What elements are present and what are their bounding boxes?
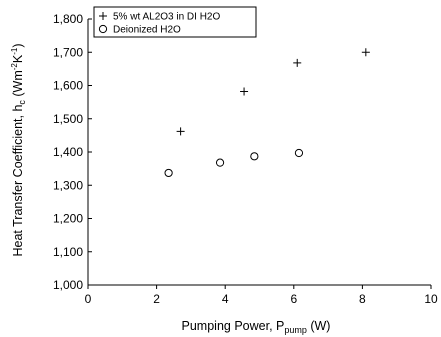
x-axis-label-unit: (W): [307, 319, 331, 333]
deionized-data-point: [215, 158, 225, 167]
y-tick-label: 1,700: [53, 45, 83, 59]
x-axis-label-sub: pump: [284, 325, 307, 335]
x-tick-label: 6: [290, 292, 297, 306]
x-tick-label: 2: [153, 292, 160, 306]
y-axis-label-sup1: -2: [10, 63, 19, 71]
y-tick-label: 1,800: [53, 12, 83, 26]
y-axis-label-unit-pre: (Wm: [11, 70, 25, 100]
x-axis-label: Pumping Power, Ppump (W): [182, 319, 331, 335]
y-tick-label: 1,600: [53, 79, 83, 93]
y-axis-label-mid: K: [11, 54, 25, 63]
alumina-data-point: [361, 48, 370, 57]
legend-label: Deionized H2O: [113, 25, 181, 36]
y-axis-label-unit-post: ): [11, 43, 25, 47]
x-tick-label: 0: [85, 292, 92, 306]
legend-marker: [99, 12, 107, 20]
y-tick-label: 1,100: [53, 245, 83, 259]
legend-label: 5% wt AL2O3 in DI H2O: [113, 12, 220, 23]
y-axis-label-main: Heat Transfer Coefficient, h: [11, 105, 25, 257]
deionized-data-point: [164, 168, 173, 178]
x-axis-label-main: Pumping Power, P: [182, 319, 285, 333]
alumina-data-point: [176, 127, 185, 136]
x-tick-label: 4: [222, 292, 229, 306]
deionized-data-point: [250, 152, 259, 161]
legend-marker: [98, 24, 108, 34]
y-tick-label: 1,500: [53, 112, 83, 126]
legend: 5% wt AL2O3 in DI H2O Deionized H2O: [93, 6, 257, 38]
alumina-data-point: [240, 87, 249, 96]
ticks: 0 2 4 6 8 10 1,000 1,100 1,200 1,300 1,400 1,500 1,6…: [53, 12, 438, 306]
y-axis-label: Heat Transfer Coefficient, hc (Wm-2K-1): [10, 43, 27, 256]
y-axis-label-sub: c: [17, 100, 27, 105]
legend-box: [93, 6, 257, 38]
y-tick-label: 1,400: [53, 145, 83, 159]
x-tick-label: 10: [424, 292, 438, 306]
data-marks: [164, 48, 370, 178]
y-tick-label: 1,300: [53, 178, 83, 192]
axes: [87, 19, 431, 286]
y-tick-label: 1,200: [53, 212, 83, 226]
deionized-data-point: [294, 148, 304, 158]
x-tick-label: 8: [359, 292, 366, 306]
alumina-data-point: [293, 58, 302, 67]
y-axis-label-sup2: -1: [10, 47, 19, 55]
y-tick-label: 1,000: [53, 278, 83, 292]
